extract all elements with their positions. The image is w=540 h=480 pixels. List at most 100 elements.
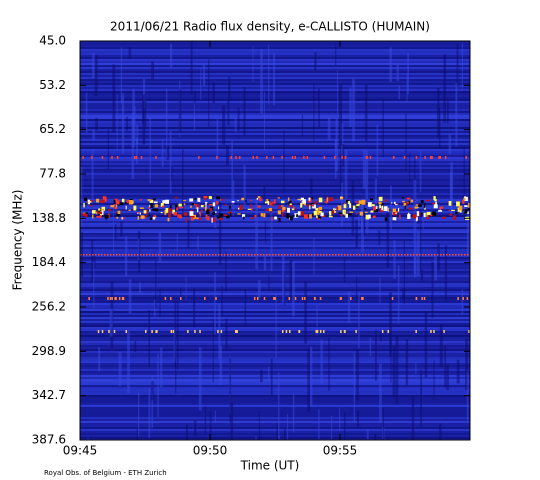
spectrogram-column: [212, 318, 214, 383]
spectrogram-column: [292, 261, 295, 317]
spectrogram-burst: [281, 212, 284, 217]
spectrogram-column: [356, 410, 359, 427]
spectrogram-dot: [371, 254, 373, 256]
spectrogram-dot: [224, 254, 226, 256]
spectrogram-row: [80, 425, 470, 427]
spectrogram-row: [80, 257, 470, 259]
spectrogram-column: [178, 89, 182, 134]
spectrogram-row: [80, 385, 470, 387]
spectrogram-burst: [408, 212, 410, 215]
spectrogram-row: [80, 427, 470, 429]
spectrogram-row: [80, 211, 470, 213]
spectrogram-dot: [446, 254, 448, 256]
spectrogram-column: [231, 140, 233, 206]
spectrogram-dot: [180, 297, 182, 300]
spectrogram-row: [80, 203, 470, 205]
spectrogram-row: [80, 241, 470, 243]
spectrogram-burst: [415, 204, 420, 206]
spectrogram-row: [80, 357, 470, 359]
spectrogram-dot: [155, 330, 157, 333]
spectrogram-dot: [266, 254, 268, 256]
spectrogram-burst: [152, 216, 156, 220]
spectrogram-column: [142, 78, 146, 109]
spectrogram-dot: [101, 254, 103, 256]
spectrogram-burst: [154, 208, 159, 212]
y-tick-label: 342.7: [32, 388, 66, 402]
spectrogram-column: [374, 178, 378, 213]
spectrogram-dot: [164, 254, 166, 256]
spectrogram-row: [80, 267, 470, 269]
spectrogram-row: [80, 111, 470, 113]
spectrogram-dot: [338, 254, 340, 256]
spectrogram-column: [382, 407, 385, 440]
spectrogram-column: [176, 233, 178, 252]
spectrogram-dot: [428, 254, 430, 256]
spectrogram-column: [389, 292, 392, 357]
spectrogram-row: [80, 251, 470, 253]
spectrogram-burst: [121, 198, 125, 203]
spectrogram-dot: [182, 254, 184, 256]
spectrogram-column: [158, 232, 162, 263]
spectrogram-column: [95, 117, 98, 131]
spectrogram-burst: [294, 213, 299, 218]
spectrogram-burst: [143, 210, 147, 214]
spectrogram-burst: [139, 212, 142, 215]
spectrogram-row: [80, 115, 470, 117]
spectrogram-dot: [236, 330, 238, 333]
spectrogram-column: [313, 83, 315, 143]
spectrogram-burst: [343, 213, 345, 215]
spectrogram-row: [80, 163, 470, 165]
spectrogram-row: [80, 401, 470, 403]
spectrogram-burst: [183, 200, 186, 202]
spectrogram-column: [232, 180, 235, 217]
spectrogram-row: [80, 233, 470, 235]
spectrogram-dot: [172, 330, 175, 333]
spectrogram-column: [229, 357, 232, 423]
spectrogram-column: [390, 185, 393, 231]
spectrogram-dot: [199, 330, 201, 333]
spectrogram-column: [134, 106, 136, 142]
spectrogram-row: [80, 135, 470, 137]
spectrogram-dot: [113, 254, 115, 256]
spectrogram-burst: [277, 197, 280, 199]
spectrogram-column: [355, 219, 358, 249]
spectrogram-dot: [434, 254, 436, 256]
spectrogram-burst: [338, 212, 342, 214]
spectrogram-burst: [277, 210, 281, 215]
spectrogram-burst: [104, 197, 107, 202]
spectrogram-column: [109, 308, 113, 337]
spectrogram-column: [405, 339, 409, 385]
spectrogram-row: [80, 215, 470, 217]
spectrogram-burst: [257, 196, 261, 199]
spectrogram: [80, 41, 470, 440]
spectrogram-column: [334, 139, 337, 180]
spectrogram-dot: [91, 156, 93, 159]
spectrogram-dot: [281, 254, 283, 256]
spectrogram-burst: [82, 213, 86, 216]
spectrogram-burst: [179, 206, 184, 209]
spectrogram-burst: [464, 205, 468, 208]
spectrogram-burst: [119, 202, 124, 206]
spectrogram-dot: [429, 156, 432, 159]
spectrogram-dot: [407, 254, 409, 256]
spectrogram-dot: [294, 297, 297, 300]
spectrogram-dot: [301, 297, 304, 300]
spectrogram-burst: [387, 207, 390, 212]
spectrogram-dot: [176, 254, 178, 256]
spectrogram-row: [80, 265, 470, 267]
spectrogram-column: [151, 381, 154, 401]
spectrogram-row: [80, 105, 470, 107]
spectrogram-burst: [423, 203, 426, 208]
spectrogram-row: [80, 149, 470, 151]
spectrogram-column: [263, 91, 265, 151]
spectrogram-dot: [444, 156, 447, 159]
spectrogram-dot: [458, 254, 460, 256]
spectrogram-column: [151, 376, 154, 429]
spectrogram-column: [444, 345, 447, 388]
spectrogram-burst: [421, 212, 423, 215]
spectrogram-dot: [152, 254, 154, 256]
spectrogram-row: [80, 389, 470, 391]
spectrogram-dot: [256, 297, 259, 300]
spectrogram-column: [92, 130, 96, 141]
spectrogram-row: [80, 301, 470, 303]
